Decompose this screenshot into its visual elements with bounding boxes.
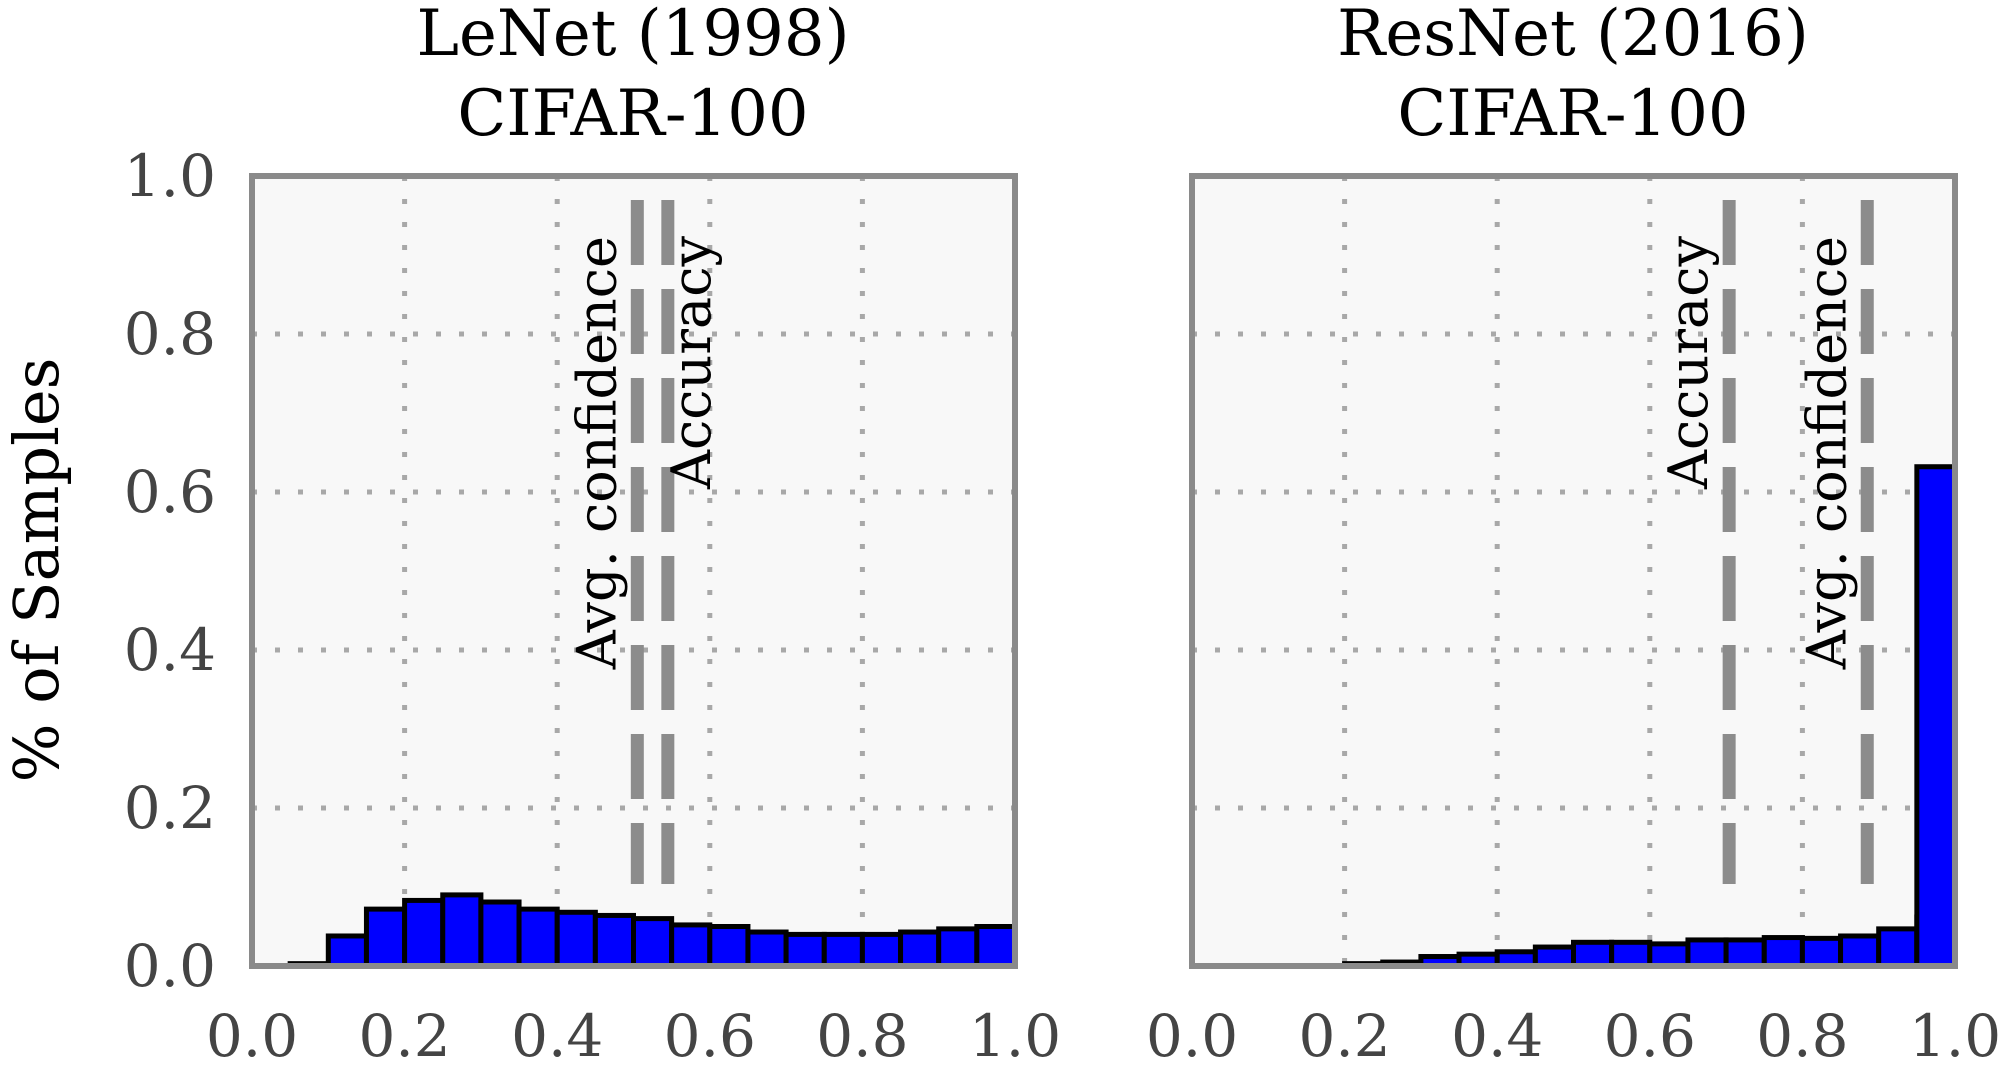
histogram-bar (859, 931, 904, 969)
histogram-bar (1571, 939, 1615, 969)
histogram-bar (898, 929, 942, 969)
chart-title-line2: CIFAR-100 (1397, 77, 1748, 151)
y-tick-label: 0.4 (124, 616, 216, 684)
histogram-bar (1914, 464, 1958, 969)
y-tick-label: 1.0 (124, 142, 216, 210)
y-tick-label: 0.0 (124, 932, 216, 1000)
reference-line-label: Avg. confidence (1795, 236, 1858, 670)
histogram-bar (707, 924, 751, 969)
histogram-bar (1609, 939, 1653, 969)
histogram-bar (402, 897, 446, 969)
histogram-bar (554, 909, 598, 969)
histogram-bar (936, 926, 980, 969)
x-tick-label: 0.0 (1146, 1002, 1238, 1070)
histogram-bar (1723, 937, 1767, 969)
histogram-bar (440, 892, 484, 969)
y-tick-label: 0.6 (124, 458, 216, 526)
histogram-bar (363, 906, 408, 969)
histogram-bar (1838, 933, 1882, 969)
histogram-bar (1876, 926, 1920, 969)
histogram-bar (1647, 941, 1691, 969)
x-tick-label: 1.0 (1909, 1002, 2000, 1070)
plot-frame (1189, 173, 1958, 969)
x-tick-label: 0.8 (816, 1002, 908, 1070)
histogram-bar (783, 931, 827, 969)
x-tick-label: 0.2 (358, 1002, 450, 1070)
histogram-bar (1685, 937, 1729, 969)
plot-area-resnet: Accuracy Avg. confidence 0.0 0.2 0.4 0.6 0.8 1.… (1146, 173, 2000, 1070)
x-tick-label: 0.6 (1604, 1002, 1696, 1070)
x-tick-label: 0.4 (1451, 1002, 1543, 1070)
reference-line-label: Avg. confidence (565, 236, 628, 670)
histogram-bar (516, 906, 560, 969)
plot-frame (249, 173, 1018, 969)
histogram-bar (974, 924, 1018, 969)
chart-lenet-panel: LeNet (1998) CIFAR-100 Avg. confidence Ac… (124, 0, 1061, 1070)
histogram-bar (631, 916, 675, 969)
x-tick-label: 1.0 (969, 1002, 1061, 1070)
histogram-bar (669, 922, 713, 969)
chart-title-line1: ResNet (2016) (1337, 0, 1809, 71)
y-tick-label: 0.8 (124, 300, 216, 368)
chart-title-line2: CIFAR-100 (457, 77, 808, 151)
histogram-bar (1799, 935, 1844, 969)
x-tick-label: 0.2 (1298, 1002, 1390, 1070)
chart-title-line1: LeNet (1998) (416, 0, 849, 71)
reference-line-label: Accuracy (660, 236, 723, 491)
reference-line-label: Accuracy (1657, 236, 1720, 491)
chart-resnet-panel: ResNet (2016) CIFAR-100 Accuracy Avg. con… (1146, 0, 2000, 1070)
x-tick-label: 0.6 (664, 1002, 756, 1070)
histogram-bar (325, 933, 369, 969)
y-tick-label: 0.2 (124, 774, 216, 842)
histogram-bar (745, 929, 789, 969)
x-tick-label: 0.4 (511, 1002, 603, 1070)
plot-background (1192, 176, 1955, 966)
histogram-bar (592, 912, 636, 969)
x-tick-label: 0.0 (206, 1002, 298, 1070)
histogram-bar (478, 899, 522, 969)
histogram-bar (1761, 935, 1805, 969)
x-tick-label: 0.8 (1756, 1002, 1848, 1070)
histogram-bar (821, 931, 865, 969)
plot-area-lenet: Avg. confidence Accuracy 0.0 0.2 0.4 0.6 0.8 1.… (124, 142, 1061, 1070)
y-axis-label: % of Samples (0, 358, 73, 783)
